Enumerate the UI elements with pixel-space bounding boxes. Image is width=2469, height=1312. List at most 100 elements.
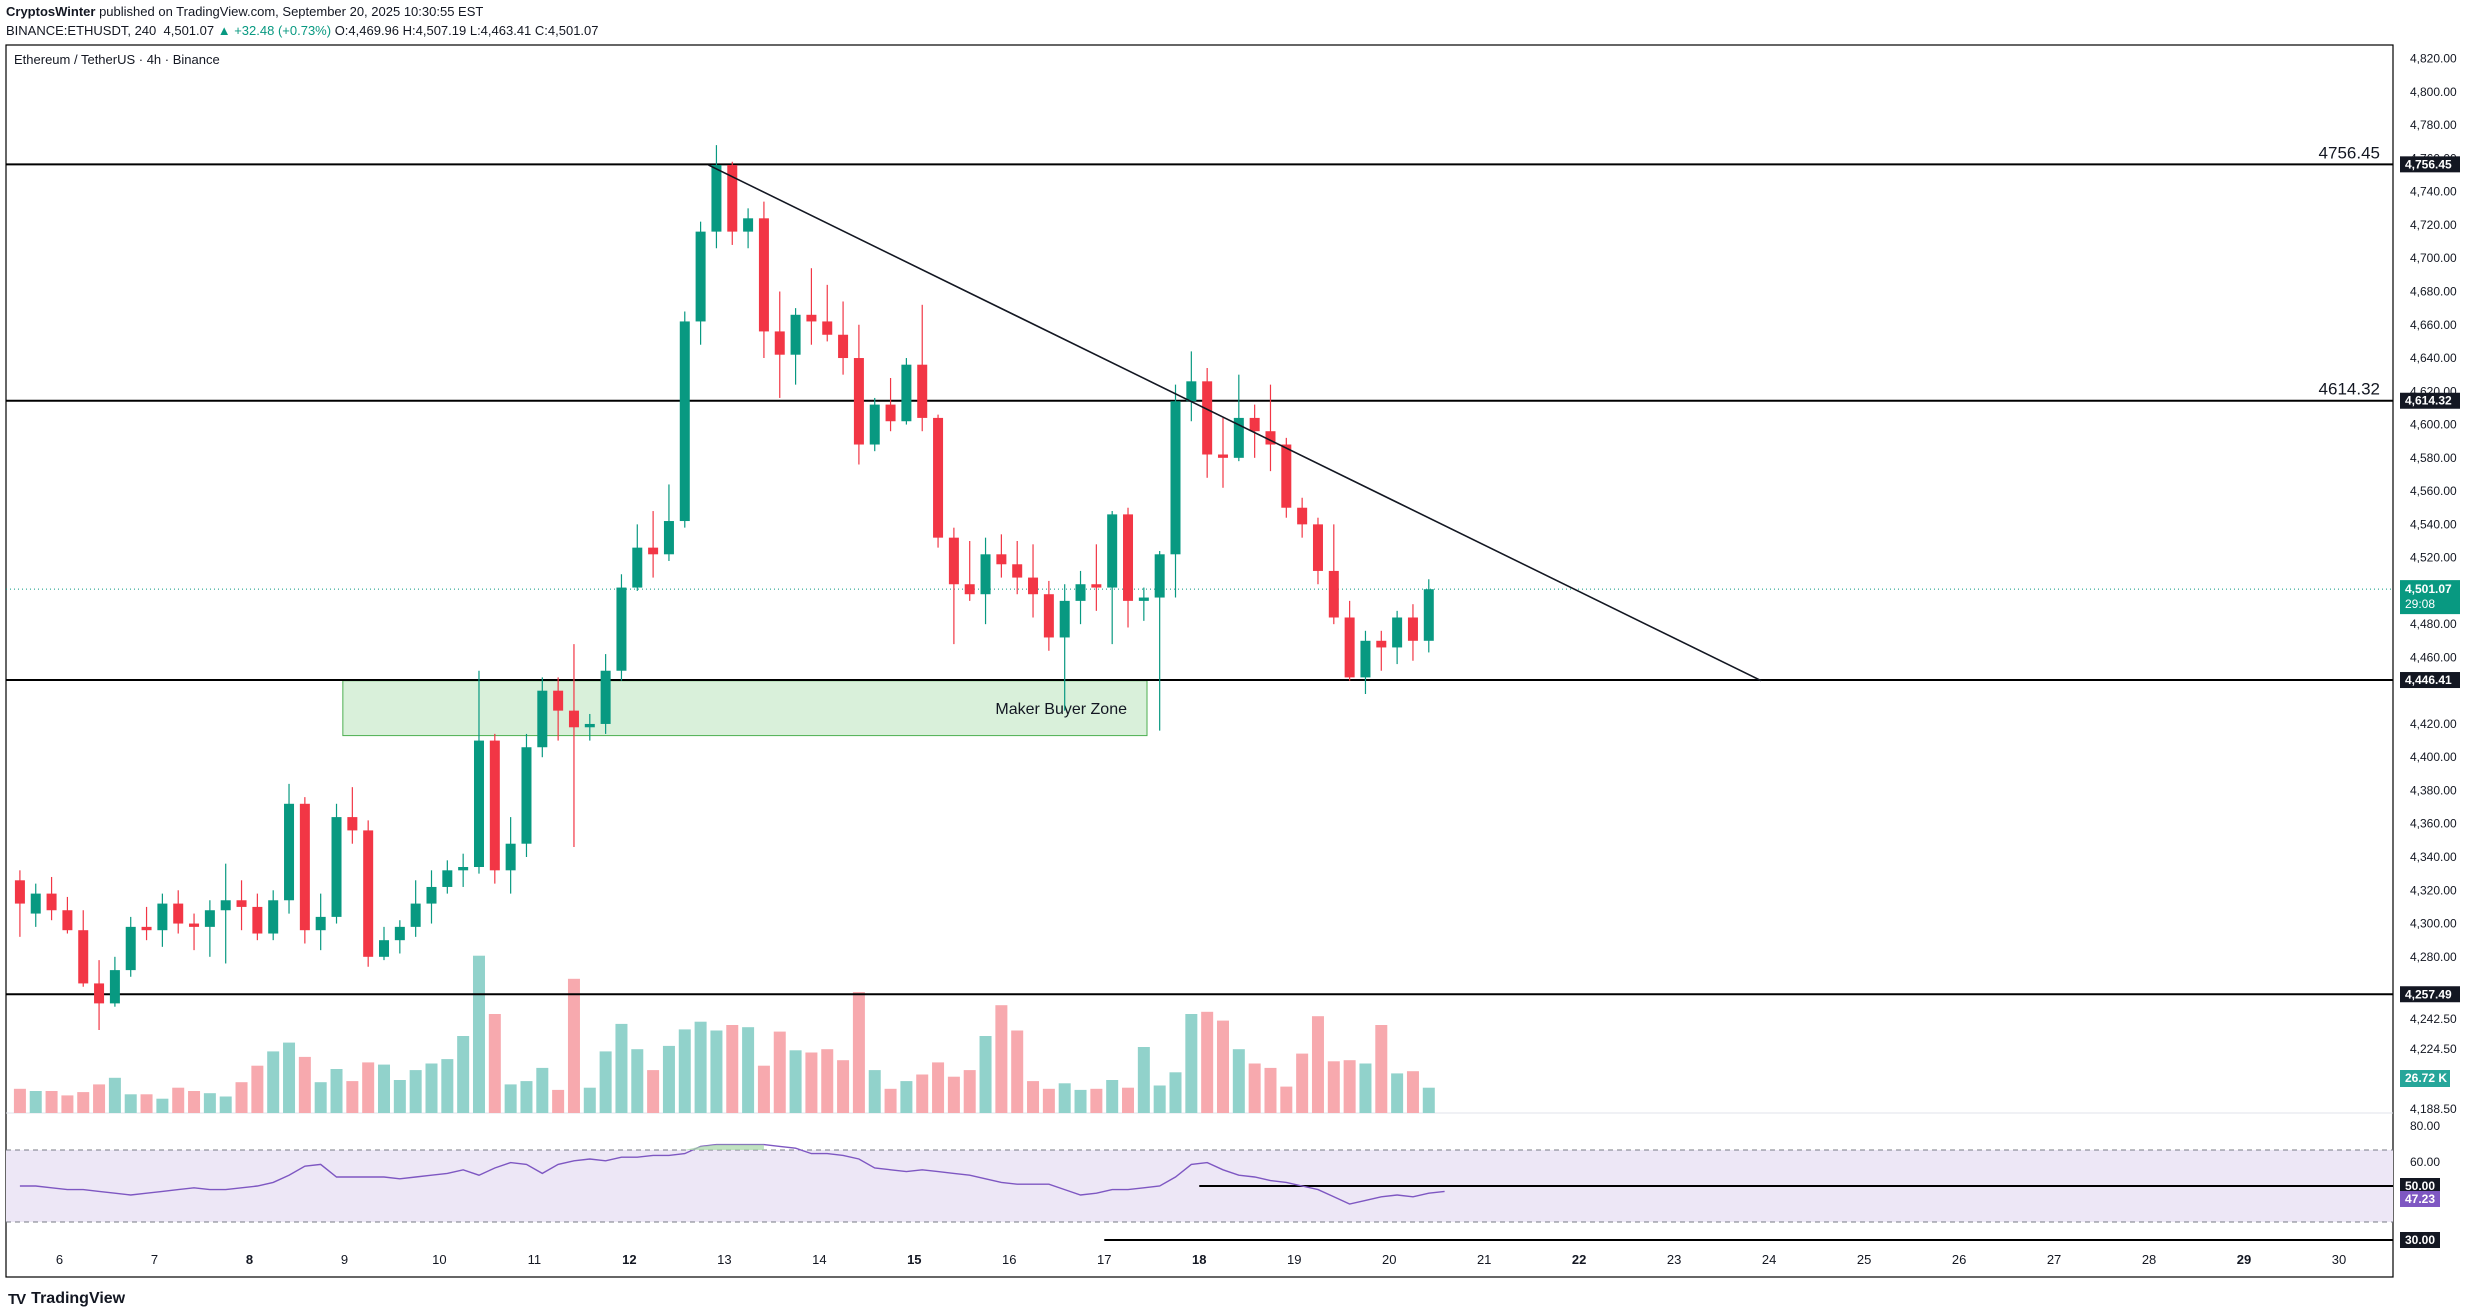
y-tick-label: 4,680.00 <box>2410 285 2457 299</box>
candle-body <box>648 547 659 555</box>
candle-body <box>284 803 295 901</box>
candle-body <box>822 321 833 335</box>
publish-info: published on TradingView.com, September … <box>99 4 484 19</box>
volume-bar <box>900 1081 913 1113</box>
volume-bar <box>1090 1088 1103 1113</box>
chart-header: CryptosWinter published on TradingView.c… <box>6 2 599 40</box>
volume-bar <box>1422 1087 1435 1113</box>
volume-bar <box>1327 1061 1340 1113</box>
y-tick-label: 4,280.00 <box>2410 950 2457 964</box>
volume-bar <box>773 1031 786 1113</box>
price-axis[interactable]: 4,188.50 4,224.50 4,242.50 4,280.00 4,300.00… <box>2400 52 2460 1248</box>
volume-bar <box>821 1049 834 1113</box>
publish-line: CryptosWinter published on TradingView.c… <box>6 2 599 21</box>
candle-body <box>1202 381 1213 455</box>
tradingview-logo[interactable]: TV TradingView <box>8 1290 125 1308</box>
rsi-indicator <box>19 1143 2393 1241</box>
candle-body <box>1075 584 1086 601</box>
trendline[interactable] <box>708 164 1762 682</box>
candle-body <box>568 710 579 728</box>
volume-bar <box>140 1094 153 1113</box>
price-level-annotation: 4756.45 <box>2319 143 2380 162</box>
volume-tag-label: 26.72 K <box>2405 1071 2447 1085</box>
y-tick-label: 4,360.00 <box>2410 817 2457 831</box>
candle-body <box>299 803 310 931</box>
time-axis[interactable]: 6 7 8 9 10 11 12 13 14 15 16 17 18 19 20 21 22 23 24 25 26 27… <box>56 1252 2346 1267</box>
countdown-label: 29:08 <box>2405 597 2435 611</box>
ohlc-values: O:4,469.96 H:4,507.19 L:4,463.41 C:4,501… <box>334 23 599 38</box>
candle-body <box>394 926 405 941</box>
y-tick-label: 4,800.00 <box>2410 85 2457 99</box>
current-price-label: 4,501.07 <box>2405 582 2452 596</box>
volume-bar <box>805 1052 818 1113</box>
candle-body <box>489 740 500 871</box>
candle-body <box>600 670 611 724</box>
price-level-tag-label: 4,446.41 <box>2405 673 2452 687</box>
volume-bar <box>77 1092 90 1113</box>
volume-bar <box>93 1084 106 1113</box>
x-tick-label: 23 <box>1667 1252 1681 1267</box>
candle-body <box>853 358 864 445</box>
volume-bar <box>219 1096 232 1113</box>
volume-bar <box>172 1087 185 1113</box>
volume-bar <box>425 1063 438 1113</box>
volume-bar <box>567 978 580 1113</box>
volume-bar <box>1391 1073 1404 1113</box>
candle-body <box>869 404 880 445</box>
y-tick-label: 4,320.00 <box>2410 883 2457 897</box>
y-tick-label: 4,560.00 <box>2410 484 2457 498</box>
volume-bar <box>1216 1020 1229 1113</box>
volume-bar <box>1074 1089 1087 1113</box>
tradingview-icon: TV <box>8 1290 26 1308</box>
volume-bar <box>504 1084 517 1113</box>
x-tick-label: 12 <box>622 1252 636 1267</box>
volume-bar <box>441 1059 454 1113</box>
volume-bar <box>599 1051 612 1113</box>
volume-bar <box>662 1045 675 1113</box>
chart-title: Ethereum / TetherUS · 4h · Binance <box>14 52 220 67</box>
volume-bar <box>1280 1086 1293 1113</box>
volume-bar <box>678 1029 691 1113</box>
author-name[interactable]: CryptosWinter <box>6 4 96 19</box>
candle-body <box>347 817 358 831</box>
candle-body <box>220 900 231 911</box>
candle-body <box>1107 514 1118 588</box>
volume-bar <box>932 1062 945 1113</box>
rsi-overbought-fill <box>653 1144 764 1150</box>
candle-body <box>996 554 1007 565</box>
volume-bar <box>1406 1071 1419 1113</box>
candle-body <box>1392 617 1403 648</box>
volume-bar <box>314 1082 327 1113</box>
candle-body <box>948 537 959 585</box>
y-tick-label: 4,580.00 <box>2410 451 2457 465</box>
x-tick-label: 18 <box>1192 1252 1206 1267</box>
volume-bar <box>837 1060 850 1113</box>
x-tick-label: 13 <box>717 1252 731 1267</box>
candle-body <box>790 314 801 355</box>
volume-bar <box>742 1027 755 1113</box>
candle-body <box>236 900 247 907</box>
x-tick-label: 6 <box>56 1252 63 1267</box>
x-tick-label: 11 <box>528 1252 542 1267</box>
y-tick-label: 4,660.00 <box>2410 318 2457 332</box>
volume-bar <box>1248 1063 1261 1113</box>
candle-body <box>838 334 849 359</box>
volume-bar <box>1296 1053 1309 1113</box>
candle-body <box>252 906 263 934</box>
price-level-tag <box>2400 392 2460 409</box>
rsi-current-tag <box>2400 1190 2440 1207</box>
volume-bar <box>694 1021 707 1113</box>
candle-body <box>268 900 279 934</box>
y-tick-label: 4,720.00 <box>2410 218 2457 232</box>
volume-bar <box>884 1088 897 1113</box>
y-tick-label: 4,540.00 <box>2410 517 2457 531</box>
volume-bar <box>29 1091 42 1113</box>
volume-bar <box>1185 1014 1198 1113</box>
brand-name: TradingView <box>31 1290 126 1307</box>
x-tick-label: 22 <box>1572 1252 1586 1267</box>
volume-bar <box>1232 1049 1245 1113</box>
volume-bar <box>726 1025 739 1113</box>
x-tick-label: 19 <box>1287 1252 1301 1267</box>
candle-body <box>458 866 469 871</box>
